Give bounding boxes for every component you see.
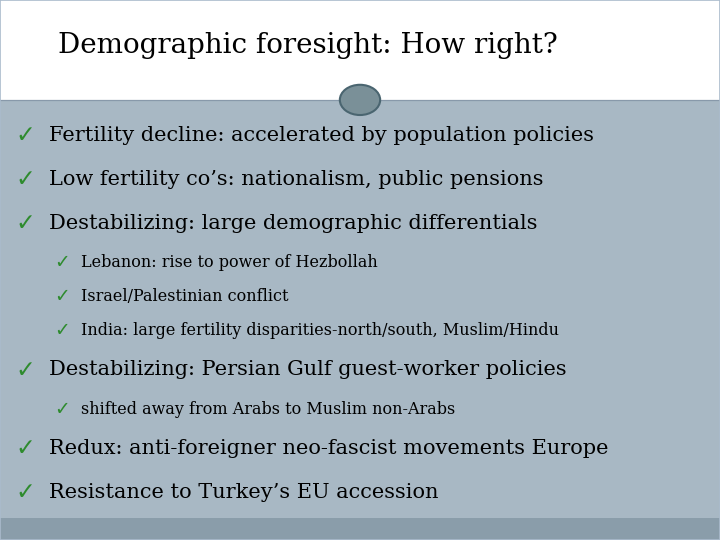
Text: ✓: ✓	[54, 253, 70, 272]
Text: shifted away from Arabs to Muslim non-Arabs: shifted away from Arabs to Muslim non-Ar…	[81, 401, 455, 417]
Bar	[0, 518, 720, 540]
Text: ✓: ✓	[16, 436, 35, 460]
Text: ✓: ✓	[16, 211, 35, 235]
Text: ✓: ✓	[16, 480, 35, 504]
Text: ✓: ✓	[16, 358, 35, 382]
Text: Destabilizing: Persian Gulf guest-worker policies: Destabilizing: Persian Gulf guest-worker…	[49, 361, 567, 380]
Text: India: large fertility disparities-north/south, Muslim/Hindu: India: large fertility disparities-north…	[81, 322, 559, 339]
Text: ✓: ✓	[16, 123, 35, 147]
Text: ✓: ✓	[54, 321, 70, 340]
Text: Demographic foresight: How right?: Demographic foresight: How right?	[58, 32, 557, 59]
Text: Israel/Palestinian conflict: Israel/Palestinian conflict	[81, 288, 288, 305]
Text: ✓: ✓	[54, 287, 70, 306]
Bar	[0, 0, 720, 100]
Text: ✓: ✓	[16, 167, 35, 191]
Text: Resistance to Turkey’s EU accession: Resistance to Turkey’s EU accession	[49, 483, 438, 502]
Text: Fertility decline: accelerated by population policies: Fertility decline: accelerated by popula…	[49, 126, 594, 145]
Text: ✓: ✓	[54, 400, 70, 419]
Text: Low fertility co’s: nationalism, public pensions: Low fertility co’s: nationalism, public …	[49, 170, 544, 189]
Text: Lebanon: rise to power of Hezbollah: Lebanon: rise to power of Hezbollah	[81, 254, 377, 271]
Circle shape	[340, 85, 380, 115]
Text: Redux: anti-foreigner neo-fascist movements Europe: Redux: anti-foreigner neo-fascist moveme…	[49, 438, 608, 458]
Text: Destabilizing: large demographic differentials: Destabilizing: large demographic differe…	[49, 214, 537, 233]
Bar	[0, 100, 720, 518]
